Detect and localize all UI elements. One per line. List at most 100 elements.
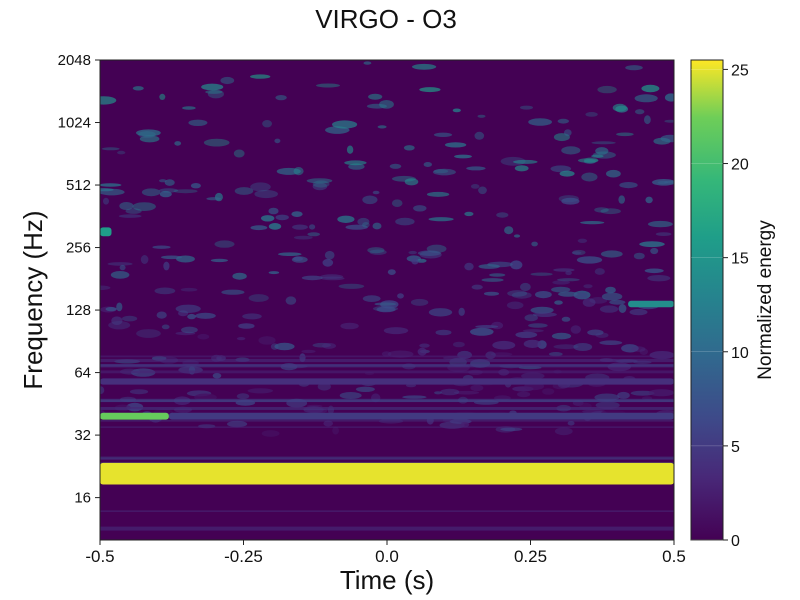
noise-blob (236, 393, 250, 400)
y-tick-label: 1024 (58, 115, 91, 132)
noise-blob (589, 297, 608, 304)
noise-blob (517, 391, 531, 398)
noise-blob (238, 323, 255, 329)
noise-blob (474, 131, 485, 140)
noise-blob (207, 89, 224, 99)
y-tick-label: 2048 (58, 52, 91, 69)
colorbar-label: Normalized energy (755, 220, 776, 380)
colorbar-axis: 0 5 10 15 20 25 (691, 62, 749, 550)
noise-blob (132, 86, 144, 91)
chart-title: VIRGO - O3 (315, 4, 457, 34)
noise-blob (582, 298, 596, 307)
noise-blob (609, 299, 626, 305)
noise-blob (268, 271, 280, 275)
noise-blob (573, 290, 591, 300)
noise-blob (453, 390, 480, 395)
noise-band (100, 358, 674, 363)
noise-blob (250, 74, 271, 79)
noise-blob (612, 103, 627, 112)
noise-blob (432, 168, 456, 176)
noise-blob (444, 142, 467, 148)
noise-blob (644, 115, 651, 125)
noise-blob (242, 313, 262, 320)
noise-blob (363, 61, 372, 65)
y-tick-label: 256 (66, 240, 91, 257)
y-tick-label: 16 (74, 490, 91, 507)
noise-blob (577, 238, 588, 243)
noise-blob (417, 347, 427, 356)
noise-blob (346, 145, 354, 154)
noise-blob (663, 180, 674, 184)
noise-blob (306, 404, 323, 408)
energy-region (100, 378, 674, 385)
y-tick-label: 64 (74, 365, 91, 382)
noise-blob (100, 285, 111, 291)
noise-blob (454, 154, 472, 159)
noise-blob (154, 287, 176, 295)
noise-blob (182, 106, 196, 110)
noise-blob (111, 316, 123, 326)
noise-blob (618, 195, 625, 204)
noise-blob (180, 287, 198, 292)
noise-blob (606, 169, 621, 178)
noise-blob (553, 344, 579, 350)
noise-blob (641, 84, 660, 93)
noise-blob (293, 256, 303, 262)
noise-blob (597, 85, 617, 94)
noise-blob (367, 247, 385, 254)
noise-blob (648, 220, 673, 228)
noise-blob (195, 312, 216, 319)
noise-blob (419, 87, 441, 93)
noise-blob (383, 327, 409, 335)
noise-blob (660, 134, 674, 143)
noise-blob (261, 430, 280, 437)
noise-blob (573, 343, 593, 351)
noise-blob (275, 95, 287, 101)
noise-blob (594, 207, 609, 213)
noise-blob (591, 141, 616, 145)
noise-blob (582, 409, 606, 414)
noise-blob (161, 255, 182, 260)
noise-blob (118, 214, 142, 218)
noise-blob (581, 172, 598, 182)
noise-blob (478, 186, 487, 195)
noise-blob (496, 212, 509, 218)
noise-blob (530, 272, 553, 276)
noise-blob (108, 321, 131, 330)
y-axis: 16 32 64 128 256 512 1024 2048 (58, 52, 100, 507)
noise-blob (337, 215, 355, 223)
noise-blob (594, 268, 605, 275)
noise-blob (206, 197, 221, 201)
noise-blob (268, 207, 279, 215)
noise-blob (368, 93, 383, 100)
noise-blob (201, 83, 224, 91)
noise-blob (571, 251, 582, 255)
noise-blob (362, 295, 381, 302)
noise-blob (639, 348, 648, 355)
noise-blob (561, 146, 581, 155)
noise-blob (426, 191, 450, 197)
noise-blob (548, 352, 563, 357)
noise-blob (513, 159, 538, 164)
noise-blob (214, 240, 235, 248)
noise-blob (139, 135, 160, 143)
noise-blob (572, 249, 586, 256)
noise-blob (557, 118, 569, 124)
noise-blob (470, 184, 480, 189)
noise-blob (355, 386, 375, 392)
energy-features (100, 227, 674, 485)
noise-blob (587, 329, 604, 336)
noise-blob (389, 163, 402, 169)
noise-blob (419, 343, 430, 348)
noise-blob (100, 188, 125, 196)
noise-blob (163, 261, 170, 271)
noise-blob (236, 337, 246, 341)
noise-blob (664, 119, 674, 123)
noise-blob (515, 331, 538, 338)
noise-blob (107, 262, 133, 266)
noise-blob (411, 258, 419, 265)
noise-band (100, 526, 674, 531)
noise-blob (258, 336, 276, 345)
noise-blob (344, 160, 367, 166)
noise-blob (625, 65, 643, 71)
